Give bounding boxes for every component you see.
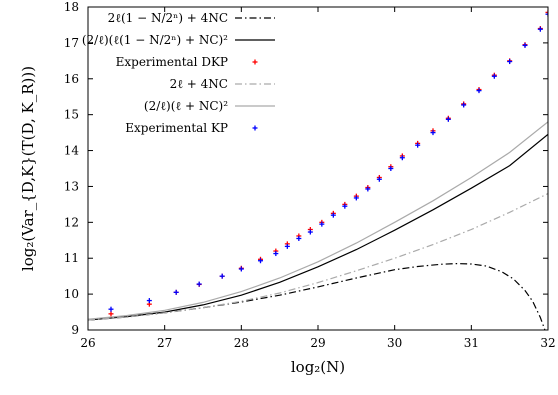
data-point xyxy=(219,273,225,279)
legend-label: 2ℓ + 4NC xyxy=(170,77,228,91)
data-point xyxy=(273,251,279,257)
data-point xyxy=(545,9,548,15)
data-point xyxy=(353,195,359,201)
data-point xyxy=(108,311,114,317)
data-point xyxy=(545,11,548,17)
data-point xyxy=(507,59,513,65)
legend-label: (2/ℓ)(ℓ(1 − N/2ⁿ) + NC)² xyxy=(82,33,228,47)
legend-label: Experimental DKP xyxy=(116,55,228,69)
legend-label: (2/ℓ)(ℓ + NC)² xyxy=(144,99,228,113)
series-5 xyxy=(108,11,548,312)
data-point xyxy=(146,298,152,304)
legend-label: Experimental KP xyxy=(125,121,228,135)
legend: 2ℓ(1 − N/2ⁿ) + 4NC (2/ℓ)(ℓ(1 − N/2ⁿ) + NC… xyxy=(82,11,275,135)
series-1 xyxy=(88,133,548,321)
data-point xyxy=(173,289,179,295)
series-4 xyxy=(88,121,548,320)
series-3 xyxy=(88,193,548,321)
data-point xyxy=(461,102,467,108)
series-line xyxy=(88,193,548,321)
y-tick-label: 15 xyxy=(64,108,79,122)
data-point xyxy=(284,243,290,249)
y-tick-label: 13 xyxy=(64,179,79,193)
y-tick-label: 9 xyxy=(71,323,79,337)
x-tick-label: 31 xyxy=(464,336,479,350)
data-point xyxy=(319,221,325,227)
data-point xyxy=(522,42,528,48)
y-tick-label: 10 xyxy=(64,287,79,301)
data-point xyxy=(376,176,382,182)
data-point xyxy=(258,258,263,264)
y-tick-label: 14 xyxy=(64,144,80,158)
data-point xyxy=(491,73,497,79)
y-tick-label: 17 xyxy=(64,36,79,50)
x-tick-label: 27 xyxy=(157,336,172,350)
series-0 xyxy=(88,262,546,330)
legend-marker xyxy=(252,59,258,65)
series-layer xyxy=(88,9,548,330)
data-point xyxy=(476,88,482,94)
data-point xyxy=(108,306,114,312)
data-point xyxy=(445,116,451,122)
data-point xyxy=(388,166,394,171)
legend-label: 2ℓ(1 − N/2ⁿ) + 4NC xyxy=(108,11,228,25)
x-tick-label: 28 xyxy=(234,336,249,350)
data-point xyxy=(415,142,421,148)
legend-marker xyxy=(252,125,258,131)
data-point xyxy=(399,155,405,161)
series-line xyxy=(88,262,546,330)
series-line xyxy=(88,121,548,320)
data-point xyxy=(307,229,313,235)
y-axis-label: log₂(Var_{D,K}(T(D, K_R))) xyxy=(19,66,37,271)
data-point xyxy=(342,203,348,209)
data-point xyxy=(330,212,336,218)
y-tick-label: 12 xyxy=(64,215,79,229)
data-point xyxy=(196,281,202,287)
y-tick-label: 11 xyxy=(64,251,79,265)
x-tick-label: 29 xyxy=(310,336,325,350)
x-tick-label: 30 xyxy=(387,336,402,350)
x-axis-label: log₂(N) xyxy=(291,358,345,376)
data-point xyxy=(238,266,244,272)
y-tick-label: 18 xyxy=(64,0,79,14)
series-line xyxy=(88,133,548,321)
y-tick-label: 16 xyxy=(64,72,79,86)
x-tick-label: 26 xyxy=(80,336,95,350)
data-point xyxy=(537,26,543,32)
axes: 26 27 28 29 30 31 32 9 10 11 12 13 14 15 16 17 18 xyxy=(64,0,556,350)
data-point xyxy=(430,130,436,136)
x-tick-label: 32 xyxy=(540,336,555,350)
data-point xyxy=(296,235,302,241)
data-point xyxy=(365,186,371,192)
